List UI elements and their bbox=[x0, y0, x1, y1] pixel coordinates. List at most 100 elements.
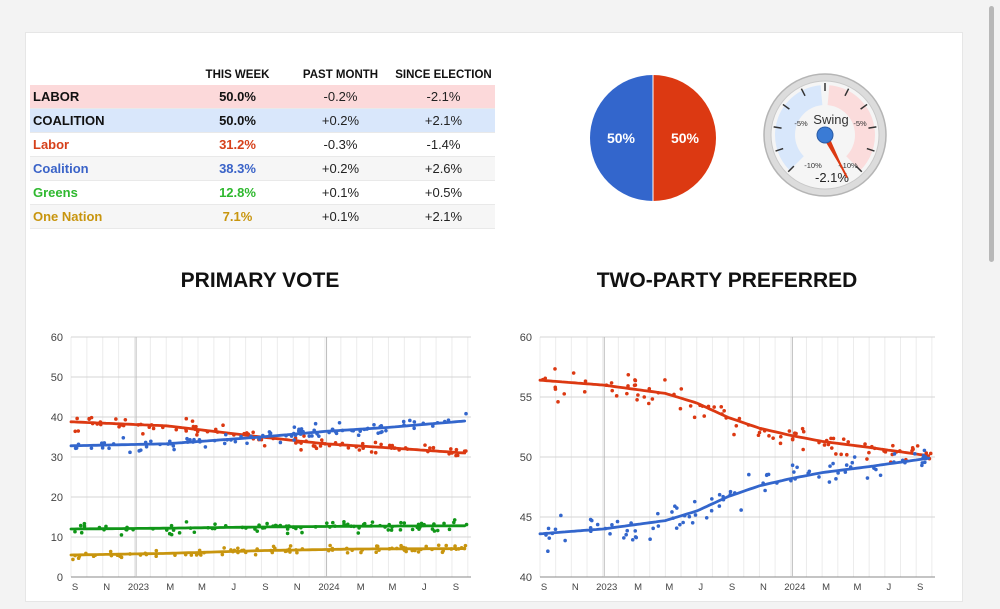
two-party-point bbox=[626, 372, 631, 377]
primary-vote-point bbox=[399, 543, 403, 548]
two-party-x-tick-label: 2024 bbox=[784, 582, 805, 593]
primary-vote-y-tick-label: 20 bbox=[51, 492, 63, 504]
two-party-x-tick-label: N bbox=[572, 582, 579, 593]
two-party-point bbox=[739, 508, 743, 512]
two-party-point bbox=[836, 471, 840, 475]
two-party-point bbox=[547, 536, 552, 540]
primary-vote-point bbox=[386, 528, 391, 532]
primary-vote-point bbox=[299, 448, 303, 452]
primary-vote-x-tick-label: S bbox=[262, 582, 268, 593]
primary-vote-point bbox=[262, 443, 267, 448]
two-party-point bbox=[553, 385, 558, 390]
gauge-tick-label: -10% bbox=[804, 161, 822, 170]
two-party-point bbox=[648, 537, 652, 542]
row-this-week: 50.0% bbox=[186, 108, 289, 133]
primary-vote-point bbox=[317, 434, 321, 438]
primary-vote-point bbox=[292, 425, 297, 429]
gauge-tick bbox=[844, 88, 850, 97]
two-party-x-tick-label: J bbox=[886, 582, 891, 593]
primary-vote-point bbox=[184, 520, 189, 524]
primary-vote-point bbox=[191, 424, 196, 429]
primary-vote-y-tick-label: 60 bbox=[51, 332, 63, 344]
two-party-x-tick-label: M bbox=[665, 582, 673, 593]
two-party-point bbox=[800, 426, 805, 431]
row-party-name: Labor bbox=[30, 132, 186, 157]
primary-vote-trend-line bbox=[69, 419, 467, 448]
primary-vote-point bbox=[319, 438, 324, 442]
two-party-point bbox=[807, 469, 812, 474]
gauge-hub bbox=[816, 126, 834, 144]
primary-vote-point bbox=[221, 423, 225, 428]
primary-vote-point bbox=[123, 418, 128, 422]
primary-vote-point bbox=[154, 548, 159, 553]
two-party-point bbox=[822, 443, 827, 447]
primary-vote-point bbox=[174, 427, 179, 432]
primary-vote-y-tick-label: 10 bbox=[51, 532, 63, 544]
primary-vote-point bbox=[73, 429, 78, 434]
two-party-point bbox=[722, 408, 726, 413]
primary-vote-point bbox=[169, 523, 174, 528]
two-party-x-tick-label: S bbox=[729, 582, 735, 593]
primary-vote-point bbox=[398, 528, 403, 532]
summary-row-coalition: Coalition 38.3% +0.2% +2.6% bbox=[30, 156, 495, 181]
primary-vote-point bbox=[288, 544, 293, 548]
primary-vote-point bbox=[114, 417, 118, 421]
header-blank bbox=[30, 65, 186, 85]
gauge-tick bbox=[860, 103, 868, 110]
row-since-election: +2.1% bbox=[392, 108, 495, 133]
primary-vote-point bbox=[245, 441, 249, 446]
two-party-point bbox=[763, 488, 767, 493]
primary-vote-point bbox=[144, 445, 149, 449]
two-party-x-tick-label: 2023 bbox=[596, 582, 617, 593]
primary-vote-trend-line bbox=[69, 547, 467, 557]
primary-vote-point bbox=[184, 416, 189, 421]
primary-vote-point bbox=[222, 546, 226, 550]
primary-vote-point bbox=[71, 557, 75, 562]
primary-vote-point bbox=[314, 446, 319, 451]
primary-vote-point bbox=[373, 440, 378, 445]
two-party-point bbox=[562, 392, 567, 396]
primary-vote-chart: 0 10 20 30 40 50 60 S N 2023 M M J S N 2024 M M J S bbox=[51, 332, 471, 593]
primary-vote-point bbox=[428, 446, 432, 450]
row-party-name: Greens bbox=[30, 180, 186, 205]
summary-table: THIS WEEK PAST MONTH SINCE ELECTION LABO… bbox=[30, 65, 495, 229]
two-party-point bbox=[865, 476, 870, 480]
two-party-point bbox=[867, 450, 871, 455]
two-party-trend-line bbox=[538, 456, 931, 536]
primary-vote-y-tick-label: 0 bbox=[57, 572, 63, 584]
two-party-point bbox=[609, 381, 614, 385]
two-party-chart: 40 45 50 55 60 S N 2023 M M J S N 2024 M M J S bbox=[520, 332, 935, 593]
primary-vote-point bbox=[379, 442, 383, 447]
primary-vote-point bbox=[374, 550, 378, 555]
two-party-x-tick-label: N bbox=[760, 582, 767, 593]
two-party-y-tick-label: 40 bbox=[520, 572, 532, 584]
two-party-point bbox=[845, 452, 849, 457]
primary-vote-point bbox=[194, 424, 198, 429]
two-party-point bbox=[610, 523, 614, 527]
scrollbar-thumb[interactable] bbox=[989, 6, 994, 262]
two-party-point bbox=[831, 461, 835, 466]
primary-vote-point bbox=[373, 450, 378, 455]
primary-vote-point bbox=[375, 544, 380, 549]
primary-vote-point bbox=[416, 550, 421, 554]
primary-vote-point bbox=[89, 446, 94, 450]
two-party-point bbox=[801, 447, 805, 452]
two-party-point bbox=[622, 536, 626, 540]
primary-vote-point bbox=[195, 433, 199, 437]
primary-vote-point bbox=[302, 434, 306, 438]
two-party-point bbox=[625, 391, 629, 396]
gauge-tick-label: -5% bbox=[853, 119, 867, 128]
two-party-y-tick-label: 45 bbox=[520, 512, 532, 524]
two-party-point bbox=[646, 401, 651, 406]
primary-vote-point bbox=[79, 530, 84, 535]
row-this-week: 12.8% bbox=[186, 180, 289, 205]
primary-vote-point bbox=[346, 446, 351, 450]
two-party-x-tick-label: S bbox=[917, 582, 923, 593]
primary-vote-point bbox=[107, 446, 111, 451]
row-since-election: +2.1% bbox=[392, 204, 495, 229]
primary-vote-point bbox=[362, 521, 367, 526]
primary-vote-point bbox=[384, 428, 388, 433]
primary-vote-point bbox=[328, 543, 332, 548]
gauge-tick bbox=[773, 126, 782, 129]
primary-vote-point bbox=[119, 555, 124, 560]
